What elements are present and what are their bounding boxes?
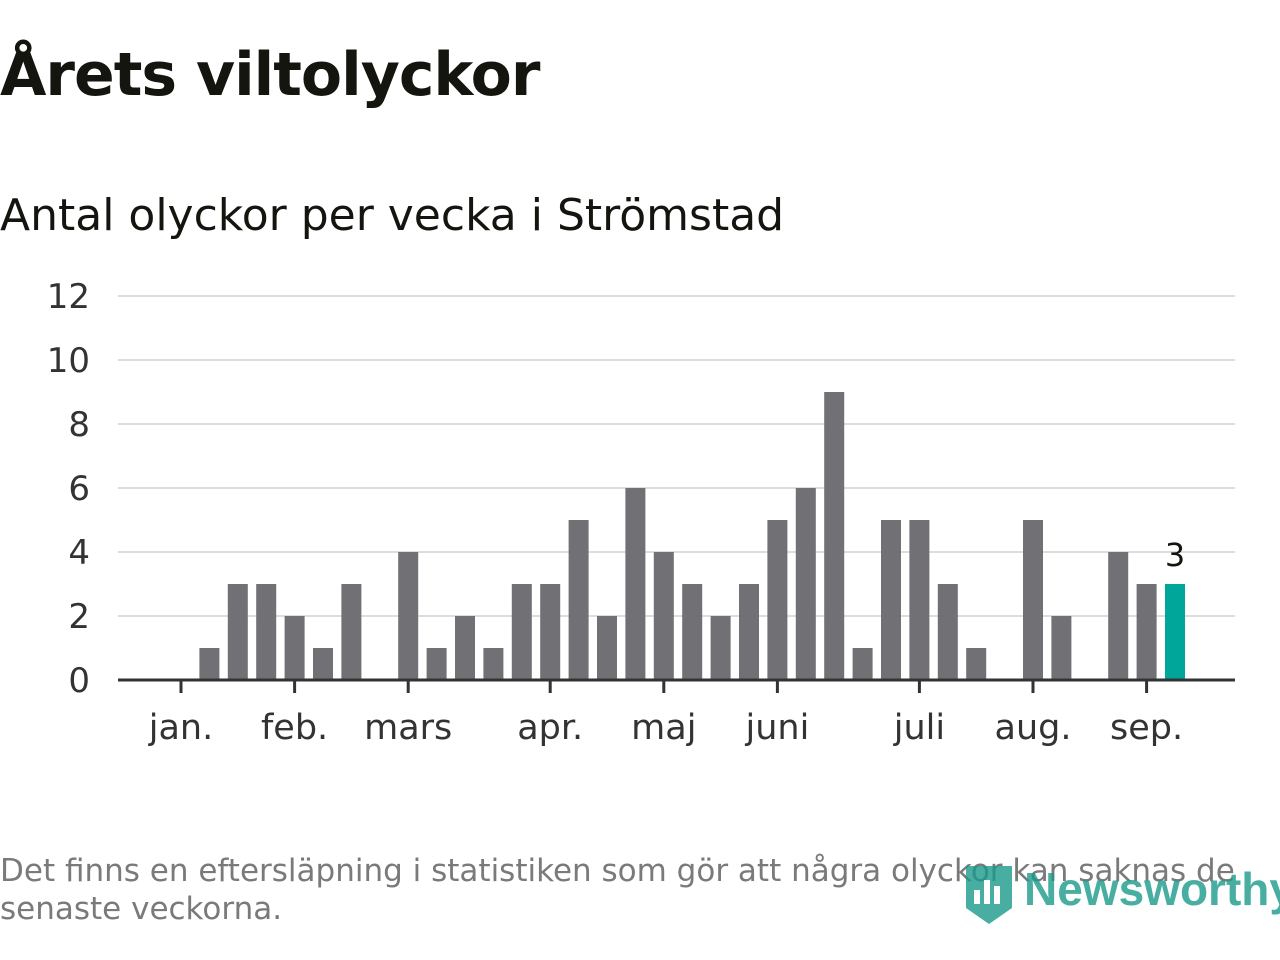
bar <box>653 552 674 680</box>
x-tick-label: apr. <box>517 708 583 748</box>
bar <box>455 616 475 680</box>
bar <box>767 520 788 680</box>
highlight-value-label: 3 <box>1165 536 1185 574</box>
y-tick-label: 8 <box>68 405 90 445</box>
bar <box>511 584 532 680</box>
y-tick-label: 10 <box>47 341 90 381</box>
bar <box>739 584 759 680</box>
bar <box>227 584 248 680</box>
bar <box>199 648 220 680</box>
bar <box>284 616 305 680</box>
bar <box>824 392 845 680</box>
bar <box>313 648 333 680</box>
bar <box>398 552 419 680</box>
bar <box>597 616 617 680</box>
newsworthy-logo-text: Newsworthy <box>1024 863 1280 915</box>
x-axis-ticks: jan. feb. mars apr. maj juni juli aug. sep. <box>148 680 1183 748</box>
y-tick-label: 12 <box>47 277 90 317</box>
x-tick-label: sep. <box>1110 708 1183 748</box>
chart-subtitle: Antal olyckor per vecka i Strömstad <box>0 190 785 241</box>
y-tick-label: 2 <box>68 597 90 637</box>
x-tick-label: juni <box>744 708 809 748</box>
bars <box>199 392 1185 680</box>
bar <box>682 584 703 680</box>
bar <box>426 648 447 680</box>
chart-title: Årets viltolyckor <box>0 40 540 110</box>
highlighted-bar <box>1165 584 1185 680</box>
bar <box>625 488 646 680</box>
x-tick-label: mars <box>364 708 452 748</box>
bar <box>1108 552 1129 680</box>
bar <box>483 648 504 680</box>
bar <box>909 520 930 680</box>
y-axis-tick-labels: 0 2 4 6 8 10 12 <box>47 277 90 701</box>
bar <box>937 584 958 680</box>
bar <box>540 584 561 680</box>
newsworthy-logo: Newsworthy <box>962 860 1280 930</box>
bar <box>966 648 987 680</box>
bar <box>341 584 362 680</box>
y-tick-label: 4 <box>68 533 90 573</box>
bar <box>568 520 589 680</box>
y-tick-label: 0 <box>68 661 90 701</box>
grid-lines <box>118 295 1235 617</box>
bar <box>256 584 277 680</box>
footnote: Det finns en eftersläpning i statistiken… <box>0 853 1235 927</box>
x-tick-label: feb. <box>261 708 328 748</box>
x-tick-label: juli <box>893 708 945 748</box>
x-tick-label: maj <box>631 708 696 748</box>
x-tick-label: jan. <box>148 708 213 748</box>
bar <box>881 520 901 680</box>
bar <box>852 648 873 680</box>
x-tick-label: aug. <box>995 708 1072 748</box>
y-tick-label: 6 <box>68 469 90 509</box>
newsworthy-logo-icon <box>966 866 1012 924</box>
bar <box>710 616 731 680</box>
bar-chart: 0 2 4 6 8 10 12 jan. feb. mars apr. maj juni juli aug… <box>47 277 1235 748</box>
bar <box>795 488 816 680</box>
bar <box>1023 520 1043 680</box>
bar <box>1136 584 1157 680</box>
bar <box>1051 616 1072 680</box>
